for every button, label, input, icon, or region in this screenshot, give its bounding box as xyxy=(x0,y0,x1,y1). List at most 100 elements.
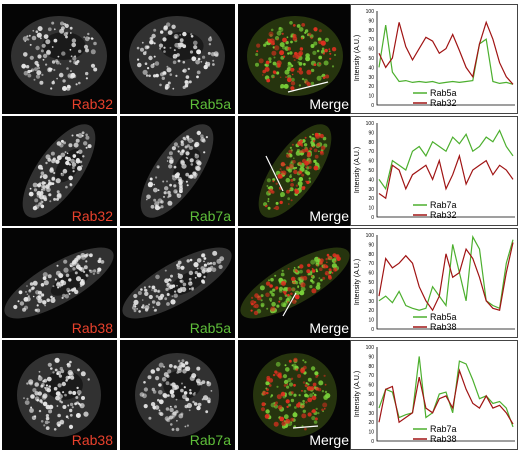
vesicle xyxy=(169,183,172,187)
vesicle xyxy=(272,178,276,182)
vesicle xyxy=(317,412,320,415)
series-line xyxy=(378,129,514,191)
vesicle xyxy=(35,74,41,79)
vesicle xyxy=(160,30,164,34)
vesicle xyxy=(192,171,197,176)
vesicle xyxy=(276,38,279,41)
vesicle xyxy=(82,155,85,158)
vesicle xyxy=(188,281,193,286)
vesicle xyxy=(290,40,293,44)
vesicle xyxy=(270,300,272,302)
vesicle xyxy=(78,81,81,85)
vesicle xyxy=(172,415,175,419)
vesicle xyxy=(272,180,275,183)
vesicle xyxy=(165,287,169,291)
vesicle xyxy=(30,287,34,291)
vesicle xyxy=(292,363,297,368)
vesicle xyxy=(161,76,165,81)
vesicle xyxy=(151,300,156,304)
vesicle xyxy=(171,295,174,298)
vesicle xyxy=(163,191,167,195)
vesicle xyxy=(88,269,91,272)
vesicle xyxy=(302,399,305,403)
vesicle xyxy=(288,359,292,363)
vesicle xyxy=(165,407,170,411)
legend-label: Rab7a xyxy=(430,200,457,210)
vesicle xyxy=(210,52,216,57)
vesicle xyxy=(40,283,45,287)
vesicle xyxy=(184,425,187,428)
vesicle xyxy=(48,404,54,410)
vesicle xyxy=(299,171,303,174)
vesicle xyxy=(312,139,316,143)
vesicle xyxy=(63,141,66,145)
vesicle xyxy=(181,382,183,385)
vesicle xyxy=(203,275,206,279)
vesicle xyxy=(31,35,37,41)
vesicle xyxy=(80,279,84,282)
y-tick-label: 30 xyxy=(368,299,374,305)
vesicle xyxy=(162,365,166,368)
vesicle xyxy=(334,54,336,56)
vesicle xyxy=(304,393,308,398)
vesicle xyxy=(62,79,66,83)
vesicle xyxy=(167,394,170,397)
vesicle xyxy=(42,185,46,189)
vesicle xyxy=(289,187,294,192)
vesicle xyxy=(53,28,56,31)
vesicle xyxy=(307,386,312,391)
vesicle xyxy=(45,39,51,45)
vesicle xyxy=(142,306,145,309)
intensity-plot: 100 90 80 70 60 50 40 30 20 10 0 Intensity (A.U.) Ra… xyxy=(350,340,518,450)
vesicle xyxy=(24,400,30,405)
vesicle xyxy=(251,296,254,299)
vesicle xyxy=(68,175,73,181)
vesicle xyxy=(65,375,70,380)
vesicle xyxy=(298,62,303,66)
vesicle xyxy=(137,291,142,295)
vesicle xyxy=(281,170,287,176)
vesicle xyxy=(182,31,187,37)
vesicle xyxy=(31,415,37,420)
vesicle xyxy=(28,191,34,197)
vesicle xyxy=(298,51,304,56)
vesicle xyxy=(50,367,53,370)
vesicle xyxy=(180,140,184,144)
vesicle xyxy=(196,366,201,371)
vesicle xyxy=(187,137,193,144)
vesicle xyxy=(299,264,304,269)
vesicle xyxy=(45,154,51,160)
vesicle xyxy=(79,160,83,164)
vesicle xyxy=(33,188,38,192)
vesicle xyxy=(302,409,306,413)
vesicle xyxy=(253,310,259,316)
vesicle xyxy=(290,81,296,86)
vesicle xyxy=(290,178,294,182)
vesicle xyxy=(176,193,179,196)
vesicle xyxy=(27,69,31,74)
vesicle xyxy=(270,28,274,32)
vesicle xyxy=(142,69,148,75)
vesicle xyxy=(322,402,328,408)
vesicle xyxy=(65,415,69,418)
nucleus xyxy=(50,268,90,296)
vesicle xyxy=(163,26,168,31)
vesicle xyxy=(274,403,277,407)
vesicle xyxy=(50,87,53,90)
vesicle xyxy=(289,21,293,25)
vesicle xyxy=(153,55,156,58)
vesicle xyxy=(301,390,303,392)
vesicle xyxy=(30,394,35,399)
vesicle xyxy=(66,287,71,292)
vesicle xyxy=(307,377,312,382)
vesicle xyxy=(24,40,27,43)
vesicle xyxy=(53,428,57,431)
vesicle xyxy=(290,174,292,176)
vesicle xyxy=(176,371,179,374)
vesicle xyxy=(293,393,297,397)
vesicle xyxy=(69,413,73,417)
vesicle xyxy=(292,288,295,291)
vesicle xyxy=(265,381,270,386)
vesicle xyxy=(289,188,292,191)
vesicle xyxy=(294,294,300,300)
